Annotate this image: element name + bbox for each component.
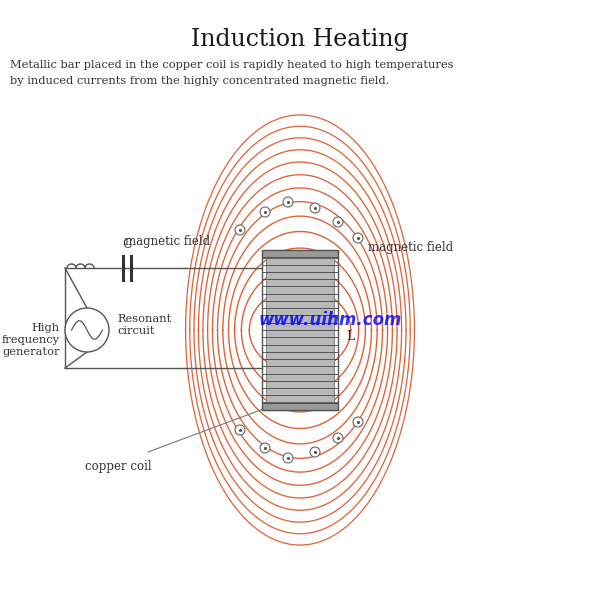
Text: Induction Heating: Induction Heating: [191, 28, 409, 51]
Text: www.uihm.com: www.uihm.com: [259, 311, 401, 329]
Text: copper coil: copper coil: [85, 460, 151, 473]
Text: magnetic field: magnetic field: [368, 241, 453, 254]
Circle shape: [235, 425, 245, 435]
Text: Metallic bar placed in the copper coil is rapidly heated to high temperatures: Metallic bar placed in the copper coil i…: [10, 60, 454, 70]
Circle shape: [260, 443, 270, 453]
Circle shape: [283, 453, 293, 463]
Circle shape: [310, 447, 320, 457]
Text: magnetic field: magnetic field: [125, 235, 210, 248]
Circle shape: [283, 197, 293, 207]
Circle shape: [235, 225, 245, 235]
Bar: [262, 402, 338, 410]
Text: by induced currents from the highly concentrated magnetic field.: by induced currents from the highly conc…: [10, 76, 389, 86]
Circle shape: [333, 433, 343, 443]
Circle shape: [333, 217, 343, 227]
Circle shape: [353, 233, 363, 243]
Text: C: C: [122, 238, 132, 251]
Text: Resonant
circuit: Resonant circuit: [117, 314, 171, 336]
Bar: [266, 250, 334, 410]
Text: High
frequency
generator: High frequency generator: [2, 323, 60, 356]
Circle shape: [65, 308, 109, 352]
Circle shape: [260, 207, 270, 217]
Bar: [262, 250, 338, 410]
Bar: [262, 250, 338, 258]
Text: L: L: [346, 330, 354, 343]
Circle shape: [353, 417, 363, 427]
Circle shape: [310, 203, 320, 213]
